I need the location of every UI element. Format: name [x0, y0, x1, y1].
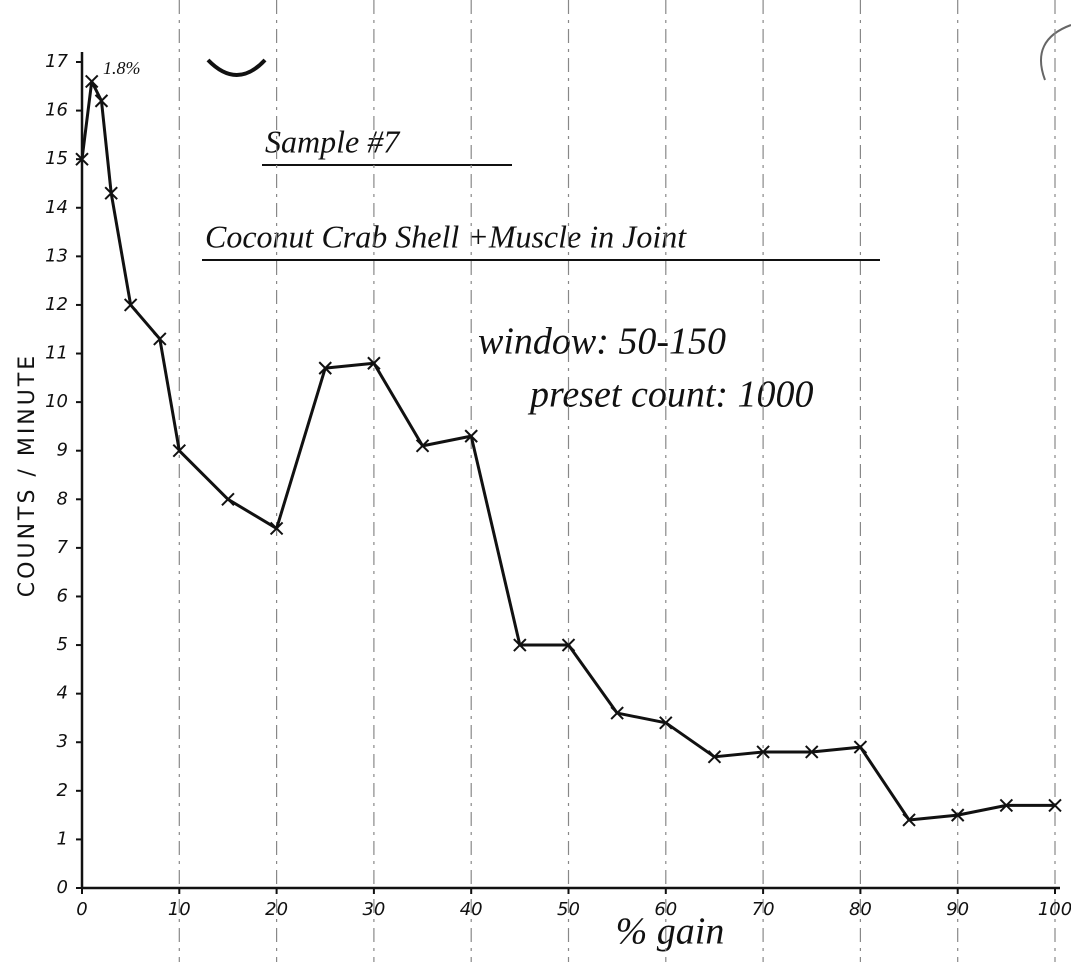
x-tick-label: 100: [1038, 899, 1071, 920]
y-tick-label: 2: [57, 780, 68, 801]
decoration-arc: [1041, 25, 1071, 80]
x-tick-label: 20: [265, 899, 288, 920]
y-tick-label: 9: [57, 440, 68, 461]
y-tick-label: 16: [45, 100, 68, 121]
y-tick-label: 15: [45, 148, 68, 169]
x-tick-label: 40: [460, 899, 483, 920]
x-tick-label: 30: [362, 899, 385, 920]
x-tick-label: 70: [752, 899, 775, 920]
y-tick-label: 10: [45, 391, 68, 412]
annotation: preset count: 1000: [527, 374, 814, 416]
x-tick-label: 90: [946, 899, 969, 920]
x-tick-label: 50: [557, 899, 580, 920]
data-marker: [222, 493, 234, 505]
x-tick-label: 60: [654, 899, 677, 920]
y-tick-label: 7: [57, 537, 69, 558]
chart: Sample #7 Coconut Crab Shell +Muscle in …: [0, 0, 1071, 962]
chart-title: Sample #7: [265, 123, 401, 159]
chart-subtitle: Coconut Crab Shell +Muscle in Joint: [205, 218, 687, 254]
y-tick-label: 4: [57, 683, 68, 704]
y-tick-label: 11: [45, 343, 68, 364]
decoration-arc: [208, 60, 265, 75]
y-tick-label: 3: [57, 731, 68, 752]
annotation: 1.8%: [103, 58, 141, 78]
y-tick-label: 8: [57, 488, 68, 509]
y-tick-label: 13: [45, 245, 68, 266]
y-tick-label: 0: [57, 877, 68, 898]
annotation: window: 50-150: [478, 321, 726, 363]
x-tick-label: 0: [76, 899, 87, 920]
y-tick-label: 5: [57, 634, 68, 655]
y-tick-label: 12: [45, 294, 68, 315]
y-tick-label: 6: [57, 585, 68, 606]
y-tick-label: 17: [45, 51, 68, 72]
y-tick-label: 1: [57, 828, 68, 849]
x-tick-label: 80: [849, 899, 872, 920]
x-tick-label: 10: [168, 899, 191, 920]
y-tick-label: 14: [45, 197, 68, 218]
y-axis-label: COUNTS / MINUTE: [15, 353, 40, 597]
